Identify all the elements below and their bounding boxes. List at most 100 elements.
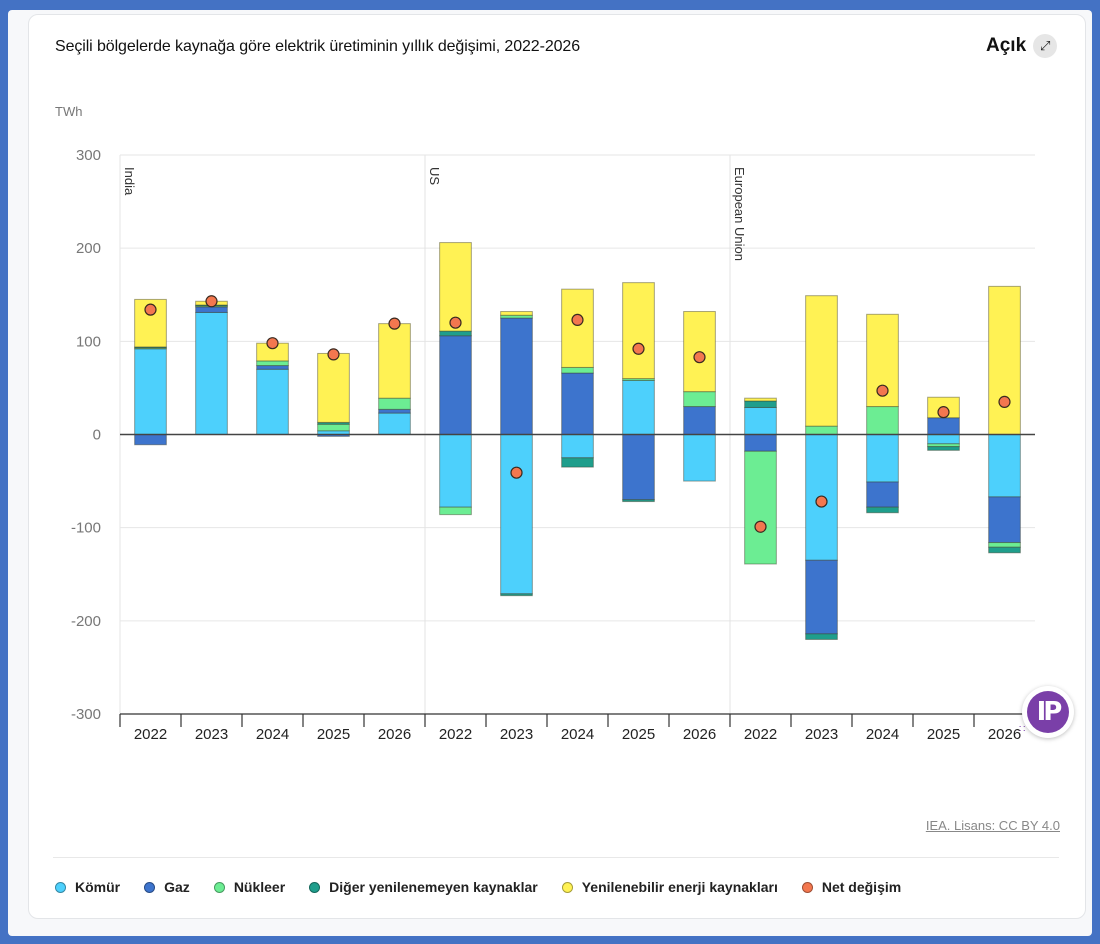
region-label: European Union <box>732 167 747 261</box>
bar-segment-other <box>927 446 960 451</box>
net-change-dot <box>266 337 279 350</box>
legend-item-coal[interactable]: Kömür <box>55 879 120 895</box>
bar-segment-coal <box>561 434 594 459</box>
x-tick-label: 2024 <box>256 726 289 743</box>
bar-segment-coal <box>866 434 899 483</box>
bar-segment-nuclear <box>439 506 472 516</box>
region-label: US <box>427 167 442 185</box>
bar-segment-nuclear <box>256 360 289 367</box>
open-button[interactable]: Açık ⤢ <box>986 34 1058 58</box>
x-tick-label: 2022 <box>134 726 167 743</box>
bar-segment-renew <box>561 288 594 368</box>
net-change-dot <box>876 384 889 397</box>
x-tick-label: 2026 <box>683 726 716 743</box>
bar-segment-coal <box>195 311 228 435</box>
net-change-dot <box>937 406 950 419</box>
y-tick-label: -100 <box>71 520 101 537</box>
bar-segment-other <box>744 400 777 408</box>
bar-segment-renew <box>744 397 777 402</box>
drag-handle-icon[interactable]: ∷ <box>1019 724 1026 735</box>
bar-segment-gas <box>622 434 655 501</box>
x-tick-label: 2025 <box>927 726 960 743</box>
net-change-dot <box>632 342 645 355</box>
legend-item-net[interactable]: Net değişim <box>801 879 901 895</box>
bar-segment-other <box>988 546 1021 554</box>
legend-label: Gaz <box>164 879 190 895</box>
legend: Kömür Gaz Nükleer Diğer yenilenemeyen ka… <box>55 879 901 895</box>
bar-segment-gas <box>683 406 716 435</box>
y-tick-label: -300 <box>71 706 101 723</box>
bar-segment-gas <box>378 408 411 414</box>
bar-segment-gas <box>256 365 289 370</box>
net-change-dot <box>449 316 462 329</box>
bar-segment-coal <box>744 406 777 435</box>
bar-segment-gas <box>805 559 838 635</box>
bar-segment-coal <box>927 434 960 445</box>
bar-segment-renew <box>317 352 350 423</box>
ip-app-button[interactable]: IP ∷ <box>1019 686 1074 738</box>
legend-item-gas[interactable]: Gaz <box>144 879 190 895</box>
net-change-dot <box>144 303 157 316</box>
x-tick-label: 2025 <box>622 726 655 743</box>
net-change-dot <box>388 317 401 330</box>
net-change-dot <box>327 348 340 361</box>
net-change-dot <box>205 295 218 308</box>
net-change-dot <box>815 495 828 508</box>
bar-segment-gas <box>866 481 899 508</box>
x-tick-label: 2023 <box>500 726 533 743</box>
bar-segment-nuclear <box>744 450 777 565</box>
bar-segment-coal <box>988 434 1021 498</box>
bar-segment-gas <box>134 434 167 446</box>
bar-segment-renew <box>988 285 1021 435</box>
bar-segment-nuclear <box>500 314 533 319</box>
legend-label: Yenilenebilir enerji kaynakları <box>581 879 778 895</box>
bar-segment-other <box>500 593 533 597</box>
bar-segment-coal <box>683 434 716 482</box>
net-change-dot <box>998 395 1011 408</box>
bar-segment-coal <box>500 434 533 595</box>
legend-item-nuclear[interactable]: Nükleer <box>213 879 286 895</box>
y-tick-label: 0 <box>93 427 101 444</box>
y-tick-label: 200 <box>76 240 101 257</box>
ip-app-icon: IP <box>1027 691 1069 733</box>
x-tick-label: 2024 <box>561 726 594 743</box>
bar-segment-renew <box>622 282 655 380</box>
bar-segment-nuclear <box>317 423 350 432</box>
bar-segment-coal <box>439 434 472 508</box>
bar-segment-gas <box>561 372 594 436</box>
net-change-dot <box>693 351 706 364</box>
net-change-dot <box>510 466 523 479</box>
net-change-dot <box>571 313 584 327</box>
expand-icon[interactable]: ⤢ <box>1033 34 1058 58</box>
legend-swatch-nuclear <box>213 881 225 893</box>
legend-swatch-renew <box>561 881 573 893</box>
bar-segment-coal <box>622 379 655 436</box>
x-tick-label: 2026 <box>378 726 411 743</box>
bar-segment-nuclear <box>378 397 411 410</box>
bar-segment-renew <box>439 242 472 332</box>
bar-segment-renew <box>378 323 411 399</box>
bar-segment-nuclear <box>988 542 1021 548</box>
x-tick-label: 2023 <box>195 726 228 743</box>
bar-segment-gas <box>744 434 777 452</box>
bar-segment-gas <box>927 417 960 436</box>
bar-segment-gas <box>195 306 228 313</box>
legend-item-other[interactable]: Diğer yenilenemeyen kaynaklar <box>309 879 538 895</box>
chart-card <box>28 14 1086 919</box>
bar-segment-gas <box>500 317 533 435</box>
bar-segment-coal <box>378 412 411 435</box>
open-label: Açık <box>986 35 1027 56</box>
x-tick-label: 2025 <box>317 726 350 743</box>
legend-label: Nükleer <box>233 879 286 895</box>
bar-segment-renew <box>500 311 533 316</box>
legend-item-renew[interactable]: Yenilenebilir enerji kaynakları <box>561 879 778 895</box>
legend-label: Diğer yenilenemeyen kaynaklar <box>329 879 538 895</box>
source-credit-link[interactable]: IEA. Lisans: CC BY 4.0 <box>925 818 1060 833</box>
legend-label: Kömür <box>75 879 121 895</box>
bar-segment-other <box>866 506 899 514</box>
bar-segment-other <box>561 457 594 468</box>
bar-segment-nuclear <box>805 425 838 435</box>
bar-segment-gas <box>988 496 1021 544</box>
x-tick-label: 2022 <box>439 726 472 743</box>
bar-segment-renew <box>805 295 838 427</box>
